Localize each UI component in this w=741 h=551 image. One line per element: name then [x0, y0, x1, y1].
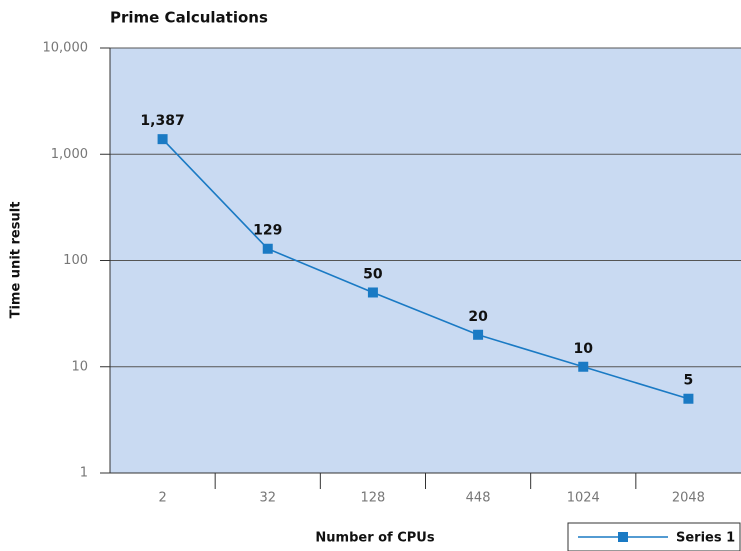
y-tick-label: 10,000 — [43, 41, 89, 56]
y-tick-label: 10 — [71, 359, 88, 374]
y-tick-label: 1 — [80, 466, 88, 481]
x-axis-label: Number of CPUs — [315, 531, 434, 546]
chart-title: Prime Calculations — [110, 9, 268, 27]
marker — [473, 329, 484, 340]
x-tick-label: 1024 — [567, 491, 600, 506]
y-tick-label: 100 — [63, 253, 88, 268]
x-tick-label: 2 — [158, 491, 166, 506]
legend-marker — [618, 532, 628, 542]
y-axis-label: Time unit result — [9, 202, 24, 319]
data-label: 129 — [253, 223, 282, 239]
data-label: 10 — [574, 341, 594, 357]
y-tick-label: 1,000 — [51, 147, 88, 162]
marker — [157, 134, 168, 145]
marker — [367, 287, 378, 298]
data-label: 1,387 — [140, 113, 184, 129]
marker — [578, 361, 589, 372]
x-tick-label: 32 — [259, 491, 276, 506]
line — [162, 138, 689, 400]
x-tick-label: 448 — [466, 491, 491, 506]
x-tick-label: 2048 — [672, 491, 705, 506]
legend-label: Series 1 — [676, 531, 735, 546]
data-label: 5 — [684, 373, 694, 389]
data-label: 50 — [363, 266, 383, 282]
marker — [683, 393, 694, 404]
x-tick-label: 128 — [361, 491, 386, 506]
data-label: 20 — [468, 309, 488, 325]
marker — [262, 243, 273, 254]
